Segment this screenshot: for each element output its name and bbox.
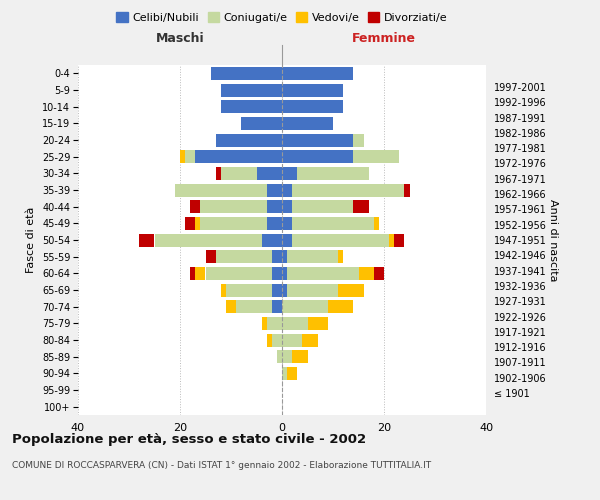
Bar <box>221 84 282 96</box>
Bar <box>185 217 196 230</box>
Bar <box>353 200 369 213</box>
Legend: Celibi/Nubili, Coniugati/e, Vedovi/e, Divorziati/e: Celibi/Nubili, Coniugati/e, Vedovi/e, Di… <box>112 8 452 28</box>
Bar <box>216 134 282 146</box>
Text: Maschi: Maschi <box>155 32 205 45</box>
Bar <box>282 267 287 280</box>
Bar <box>282 167 298 180</box>
Bar <box>359 267 374 280</box>
Bar <box>353 134 364 146</box>
Bar <box>338 250 343 263</box>
Bar <box>353 150 400 163</box>
Bar <box>374 217 379 230</box>
Bar <box>267 200 282 213</box>
Bar <box>155 234 262 246</box>
Bar <box>272 300 282 313</box>
Bar <box>180 150 185 163</box>
Bar <box>200 200 267 213</box>
Bar <box>287 284 338 296</box>
Bar <box>292 200 353 213</box>
Bar <box>282 300 328 313</box>
Bar <box>302 334 318 346</box>
Bar <box>272 334 282 346</box>
Bar <box>216 250 272 263</box>
Bar <box>282 334 302 346</box>
Bar <box>221 167 257 180</box>
Bar <box>292 234 389 246</box>
Bar <box>287 250 338 263</box>
Bar <box>236 300 272 313</box>
Bar <box>292 350 308 363</box>
Bar <box>328 300 353 313</box>
Bar <box>262 317 267 330</box>
Bar <box>287 367 298 380</box>
Bar <box>282 217 292 230</box>
Bar <box>196 267 206 280</box>
Text: COMUNE DI ROCCASPARVERA (CN) - Dati ISTAT 1° gennaio 2002 - Elaborazione TUTTITA: COMUNE DI ROCCASPARVERA (CN) - Dati ISTA… <box>12 460 431 469</box>
Bar <box>282 117 333 130</box>
Bar <box>282 367 287 380</box>
Bar <box>226 284 272 296</box>
Bar <box>241 117 282 130</box>
Bar <box>267 184 282 196</box>
Bar <box>292 217 374 230</box>
Y-axis label: Anni di nascita: Anni di nascita <box>548 198 557 281</box>
Bar <box>257 167 282 180</box>
Bar <box>389 234 394 246</box>
Bar <box>282 284 287 296</box>
Text: Femmine: Femmine <box>352 32 416 45</box>
Bar <box>404 184 410 196</box>
Bar <box>139 234 155 246</box>
Bar <box>298 167 369 180</box>
Bar <box>272 284 282 296</box>
Bar <box>196 217 200 230</box>
Bar <box>277 350 282 363</box>
Bar <box>374 267 384 280</box>
Bar <box>200 217 267 230</box>
Bar <box>216 167 221 180</box>
Bar <box>282 184 292 196</box>
Bar <box>287 267 359 280</box>
Bar <box>206 250 216 263</box>
Bar <box>196 150 282 163</box>
Bar <box>292 184 404 196</box>
Bar <box>267 217 282 230</box>
Bar <box>308 317 328 330</box>
Bar <box>394 234 404 246</box>
Bar <box>267 334 272 346</box>
Y-axis label: Fasce di età: Fasce di età <box>26 207 37 273</box>
Bar <box>226 300 236 313</box>
Bar <box>206 267 272 280</box>
Text: Popolazione per età, sesso e stato civile - 2002: Popolazione per età, sesso e stato civil… <box>12 432 366 446</box>
Bar <box>211 67 282 80</box>
Bar <box>190 200 200 213</box>
Bar <box>175 184 267 196</box>
Bar <box>338 284 364 296</box>
Bar <box>282 150 353 163</box>
Bar <box>282 234 292 246</box>
Bar <box>221 284 226 296</box>
Bar <box>185 150 196 163</box>
Bar <box>282 250 287 263</box>
Bar <box>272 250 282 263</box>
Bar <box>282 84 343 96</box>
Bar <box>282 350 292 363</box>
Bar <box>272 267 282 280</box>
Bar <box>262 234 282 246</box>
Bar <box>190 267 196 280</box>
Bar <box>282 67 353 80</box>
Bar <box>282 317 308 330</box>
Bar <box>282 100 343 113</box>
Bar <box>267 317 282 330</box>
Bar <box>221 100 282 113</box>
Bar <box>282 200 292 213</box>
Bar <box>282 134 353 146</box>
